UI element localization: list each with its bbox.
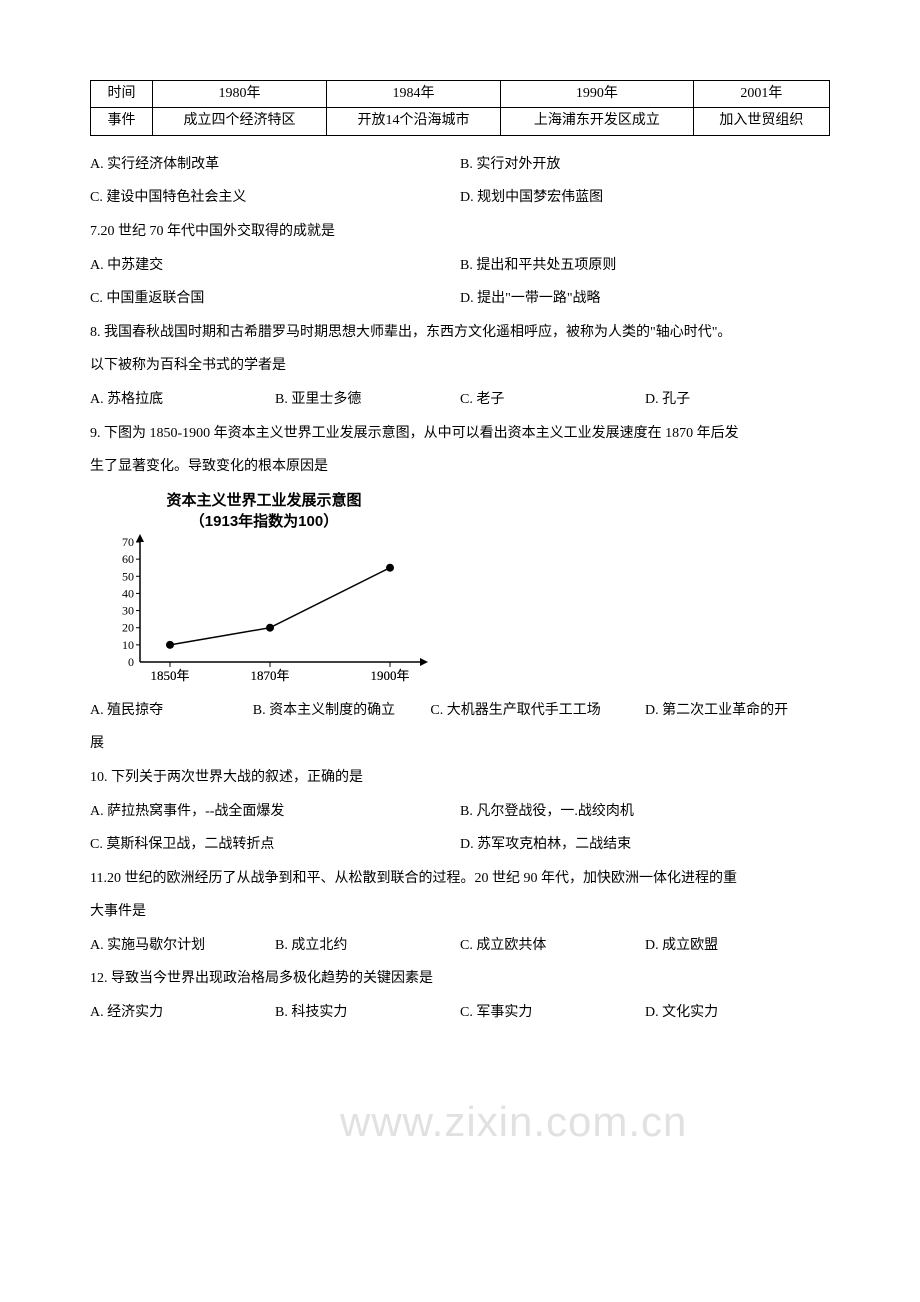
- option-d: D. 文化实力: [645, 996, 830, 1030]
- option-c: C. 莫斯科保卫战，二战转折点: [90, 828, 460, 862]
- q8-stem: 8. 我国春秋战国时期和古希腊罗马时期思想大师辈出，东西方文化遥相呼应，被称为人…: [90, 316, 830, 350]
- svg-text:1870年: 1870年: [250, 668, 289, 683]
- table-row: 时间 1980年 1984年 1990年 2001年: [91, 81, 830, 108]
- svg-text:30: 30: [122, 603, 134, 617]
- option-b: B. 成立北约: [275, 929, 460, 963]
- option-c: C. 成立欧共体: [460, 929, 645, 963]
- q11-options: A. 实施马歇尔计划 B. 成立北约 C. 成立欧共体 D. 成立欧盟: [90, 929, 830, 963]
- option-c: C. 建设中国特色社会主义: [90, 181, 460, 215]
- option-b: B. 提出和平共处五项原则: [460, 249, 830, 283]
- table-cell: 1990年: [500, 81, 693, 108]
- option-d: D. 规划中国梦宏伟蓝图: [460, 181, 830, 215]
- option-a: A. 实施马歇尔计划: [90, 929, 275, 963]
- chart-title: 资本主义世界工业发展示意图: [104, 490, 424, 511]
- q9-stem: 9. 下图为 1850-1900 年资本主义世界工业发展示意图，从中可以看出资本…: [90, 417, 830, 451]
- option-c: C. 中国重返联合国: [90, 282, 460, 316]
- option-b: B. 亚里士多德: [275, 383, 460, 417]
- option-b: B. 资本主义制度的确立: [253, 694, 431, 728]
- q7-options: A. 中苏建交 B. 提出和平共处五项原则: [90, 249, 830, 283]
- table-cell: 2001年: [693, 81, 829, 108]
- q8-options: A. 苏格拉底 B. 亚里士多德 C. 老子 D. 孔子: [90, 383, 830, 417]
- option-a: A. 实行经济体制改革: [90, 148, 460, 182]
- option-a: A. 萨拉热窝事件，--战全面爆发: [90, 795, 460, 829]
- chart-subtitle: （1913年指数为100）: [104, 511, 424, 532]
- svg-text:70: 70: [122, 535, 134, 549]
- table-row: 事件 成立四个经济特区 开放14个沿海城市 上海浦东开发区成立 加入世贸组织: [91, 108, 830, 135]
- option-d: D. 苏军攻克柏林，二战结束: [460, 828, 830, 862]
- q11-stem: 大事件是: [90, 895, 830, 929]
- option-a: A. 殖民掠夺: [90, 694, 253, 728]
- svg-text:0: 0: [128, 655, 134, 669]
- q12-stem: 12. 导致当今世界出现政治格局多极化趋势的关键因素是: [90, 962, 830, 996]
- option-d: D. 提出"一带一路"战略: [460, 282, 830, 316]
- option-a: A. 苏格拉底: [90, 383, 275, 417]
- option-d: D. 成立欧盟: [645, 929, 830, 963]
- watermark: www.zixin.com.cn: [340, 1072, 687, 1173]
- table-cell: 1984年: [326, 81, 500, 108]
- svg-text:60: 60: [122, 552, 134, 566]
- option-a: A. 经济实力: [90, 996, 275, 1030]
- option-d-cont: 展: [90, 727, 830, 761]
- option-c: C. 大机器生产取代手工工场: [430, 694, 645, 728]
- svg-text:50: 50: [122, 569, 134, 583]
- table-cell: 1980年: [153, 81, 327, 108]
- table-cell: 事件: [91, 108, 153, 135]
- option-b: B. 凡尔登战役，一.战绞肉机: [460, 795, 830, 829]
- q9-options: A. 殖民掠夺 B. 资本主义制度的确立 C. 大机器生产取代手工工场 D. 第…: [90, 694, 830, 728]
- table-cell: 上海浦东开发区成立: [500, 108, 693, 135]
- q10-options: C. 莫斯科保卫战，二战转折点 D. 苏军攻克柏林，二战结束: [90, 828, 830, 862]
- option-b: B. 实行对外开放: [460, 148, 830, 182]
- chart-svg: 7060504030201001850年1870年1900年1850年1870年…: [104, 532, 444, 692]
- q11-stem: 11.20 世纪的欧洲经历了从战争到和平、从松散到联合的过程。20 世纪 90 …: [90, 862, 830, 896]
- option-b: B. 科技实力: [275, 996, 460, 1030]
- q10-stem: 10. 下列关于两次世界大战的叙述，正确的是: [90, 761, 830, 795]
- option-c: C. 老子: [460, 383, 645, 417]
- table-cell: 开放14个沿海城市: [326, 108, 500, 135]
- q6-options: A. 实行经济体制改革 B. 实行对外开放: [90, 148, 830, 182]
- svg-text:20: 20: [122, 620, 134, 634]
- svg-text:10: 10: [122, 638, 134, 652]
- q12-options: A. 经济实力 B. 科技实力 C. 军事实力 D. 文化实力: [90, 996, 830, 1030]
- svg-text:1900年: 1900年: [370, 668, 409, 683]
- option-d: D. 孔子: [645, 383, 830, 417]
- industry-chart: 资本主义世界工业发展示意图 （1913年指数为100） 70 60 50 40 30 20…: [104, 490, 830, 692]
- option-a: A. 中苏建交: [90, 249, 460, 283]
- q10-options: A. 萨拉热窝事件，--战全面爆发 B. 凡尔登战役，一.战绞肉机: [90, 795, 830, 829]
- option-d: D. 第二次工业革命的开: [645, 694, 830, 728]
- table-cell: 加入世贸组织: [693, 108, 829, 135]
- timeline-table: 时间 1980年 1984年 1990年 2001年 事件 成立四个经济特区 开…: [90, 80, 830, 136]
- q9-stem: 生了显著变化。导致变化的根本原因是: [90, 450, 830, 484]
- svg-text:40: 40: [122, 586, 134, 600]
- svg-text:1850年: 1850年: [150, 668, 189, 683]
- table-cell: 时间: [91, 81, 153, 108]
- table-cell: 成立四个经济特区: [153, 108, 327, 135]
- q8-stem: 以下被称为百科全书式的学者是: [90, 349, 830, 383]
- q7-options: C. 中国重返联合国 D. 提出"一带一路"战略: [90, 282, 830, 316]
- q6-options: C. 建设中国特色社会主义 D. 规划中国梦宏伟蓝图: [90, 181, 830, 215]
- option-c: C. 军事实力: [460, 996, 645, 1030]
- q7-stem: 7.20 世纪 70 年代中国外交取得的成就是: [90, 215, 830, 249]
